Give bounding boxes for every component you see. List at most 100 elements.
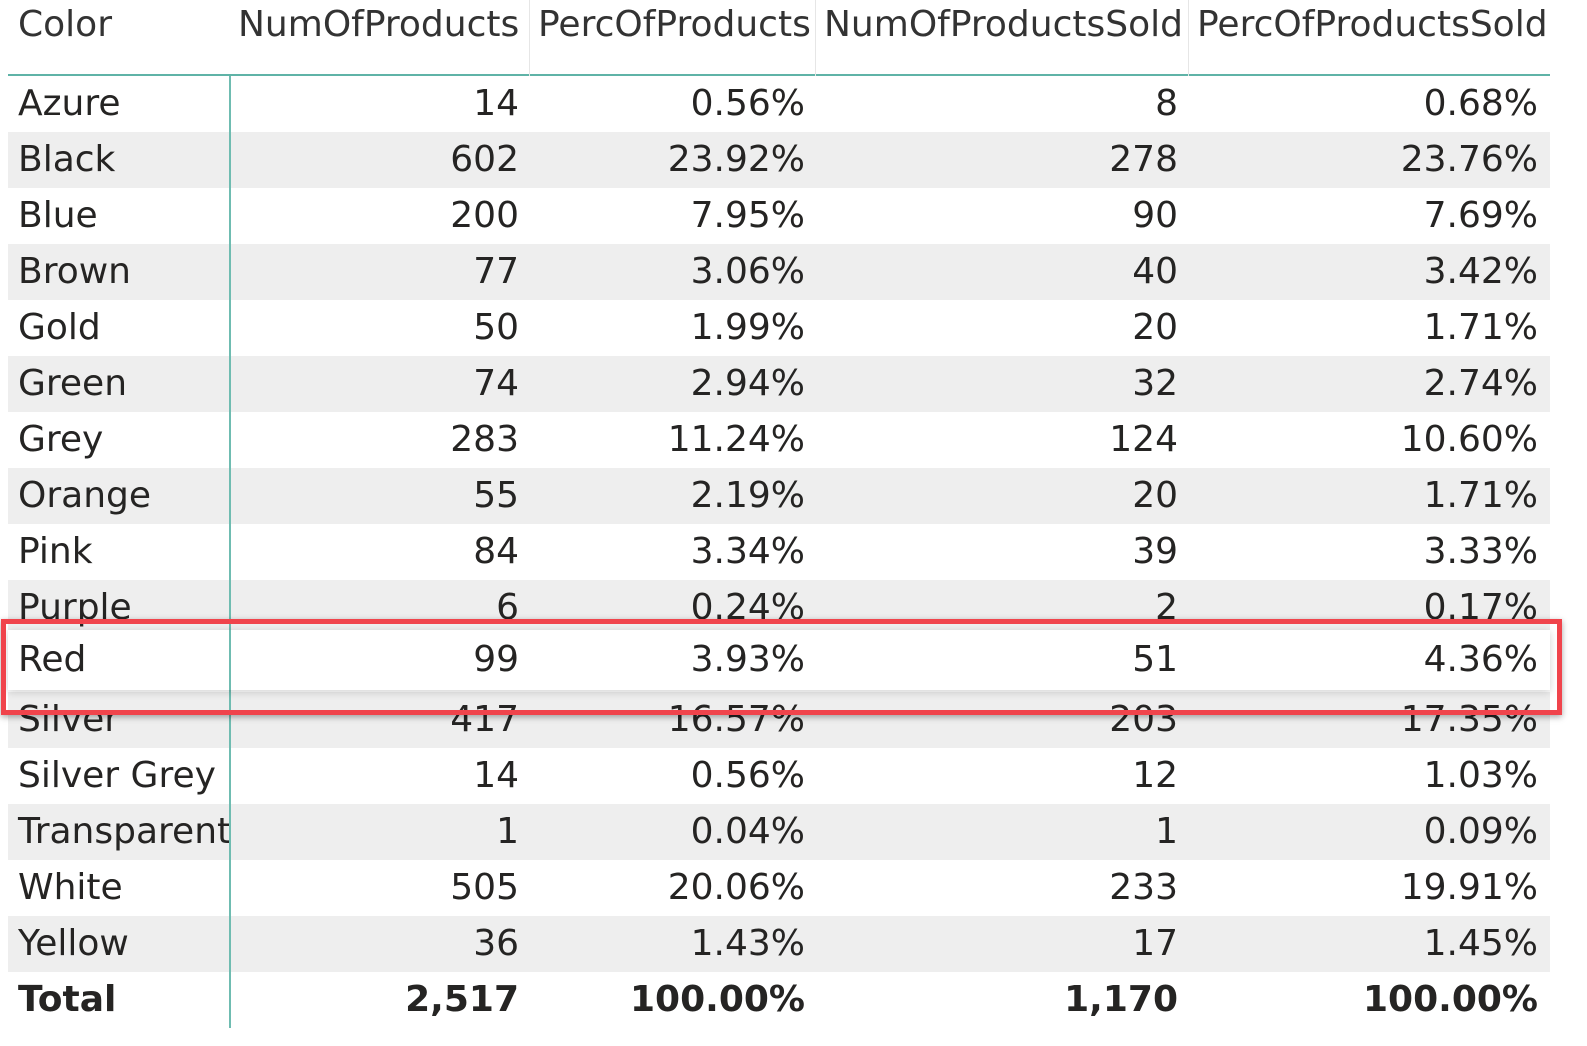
perc-of-products-sold-cell: 3.42% <box>1423 251 1538 292</box>
total-num-of-products: 2,517 <box>405 979 519 1020</box>
perc-of-products-sold-cell: 0.17% <box>1423 587 1538 628</box>
perc-of-products-cell: 3.06% <box>690 251 805 292</box>
num-of-products-sold-cell: 278 <box>1109 139 1178 180</box>
num-of-products-sold-cell: 233 <box>1109 867 1178 908</box>
table-row[interactable]: Purple 6 0.24% 2 0.17% <box>8 580 1550 636</box>
total-row: Total 2,517 100.00% 1,170 100.00% <box>8 972 1550 1028</box>
num-of-products-cell: 14 <box>473 755 519 796</box>
table-row[interactable]: Green 74 2.94% 32 2.74% <box>8 356 1550 412</box>
table-row[interactable]: Yellow 36 1.43% 17 1.45% <box>8 916 1550 972</box>
num-of-products-cell: 505 <box>450 867 519 908</box>
color-cell: Transparent <box>18 811 232 852</box>
num-of-products-cell: 200 <box>450 195 519 236</box>
column-header-num-of-products[interactable]: NumOfProducts <box>238 4 520 45</box>
num-of-products-sold-cell: 32 <box>1132 363 1178 404</box>
perc-of-products-cell: 16.57% <box>667 699 805 740</box>
perc-of-products-cell: 1.99% <box>690 307 805 348</box>
num-of-products-sold-cell: 203 <box>1109 699 1178 740</box>
color-cell: Pink <box>18 531 93 572</box>
color-cell: Red <box>18 639 87 680</box>
highlighted-row-red[interactable]: Red 99 3.93% 51 4.36% <box>8 630 1550 690</box>
perc-of-products-sold-cell: 1.45% <box>1423 923 1538 964</box>
num-of-products-cell: 74 <box>473 363 519 404</box>
color-cell: Silver Grey <box>18 755 216 796</box>
num-of-products-sold-cell: 2 <box>1155 587 1178 628</box>
num-of-products-cell: 36 <box>473 923 519 964</box>
perc-of-products-cell: 0.04% <box>690 811 805 852</box>
color-cell: Silver <box>18 699 120 740</box>
column-header-num-of-products-sold[interactable]: NumOfProductsSold <box>824 4 1183 45</box>
total-num-of-products-sold: 1,170 <box>1064 979 1178 1020</box>
table-row[interactable]: Blue 200 7.95% 90 7.69% <box>8 188 1550 244</box>
perc-of-products-cell: 2.19% <box>690 475 805 516</box>
perc-of-products-sold-cell: 0.68% <box>1423 83 1538 124</box>
perc-of-products-sold-cell: 1.71% <box>1423 307 1538 348</box>
perc-of-products-sold-cell: 23.76% <box>1400 139 1538 180</box>
column-header-perc-of-products[interactable]: PercOfProducts <box>538 4 811 45</box>
color-cell: Brown <box>18 251 131 292</box>
perc-of-products-cell: 0.24% <box>690 587 805 628</box>
color-cell: Purple <box>18 587 132 628</box>
num-of-products-sold-cell: 20 <box>1132 307 1178 348</box>
table-row[interactable]: Pink 84 3.34% 39 3.33% <box>8 524 1550 580</box>
perc-of-products-cell: 3.34% <box>690 531 805 572</box>
perc-of-products-sold-cell: 2.74% <box>1423 363 1538 404</box>
num-of-products-cell: 99 <box>473 639 519 680</box>
table-row[interactable]: Black 602 23.92% 278 23.76% <box>8 132 1550 188</box>
num-of-products-sold-cell: 39 <box>1132 531 1178 572</box>
num-of-products-cell: 50 <box>473 307 519 348</box>
perc-of-products-sold-cell: 7.69% <box>1423 195 1538 236</box>
perc-of-products-sold-cell: 19.91% <box>1400 867 1538 908</box>
data-table: Color NumOfProducts PercOfProducts NumOf… <box>8 0 1550 1028</box>
num-of-products-cell: 55 <box>473 475 519 516</box>
column-header-color[interactable]: Color <box>18 4 112 45</box>
num-of-products-sold-cell: 1 <box>1155 811 1178 852</box>
table-body: Azure 14 0.56% 8 0.68% Black 602 23.92% … <box>8 76 1550 1028</box>
total-perc-of-products: 100.00% <box>630 979 805 1020</box>
color-cell: Blue <box>18 195 98 236</box>
table-row[interactable]: White 505 20.06% 233 19.91% <box>8 860 1550 916</box>
table-row[interactable]: Grey 283 11.24% 124 10.60% <box>8 412 1550 468</box>
perc-of-products-sold-cell: 17.35% <box>1400 699 1538 740</box>
table-row[interactable]: Silver Grey 14 0.56% 12 1.03% <box>8 748 1550 804</box>
color-cell: Azure <box>18 83 121 124</box>
num-of-products-cell: 84 <box>473 531 519 572</box>
num-of-products-sold-cell: 12 <box>1132 755 1178 796</box>
num-of-products-sold-cell: 51 <box>1132 639 1178 680</box>
table-row[interactable]: Brown 77 3.06% 40 3.42% <box>8 244 1550 300</box>
perc-of-products-cell: 20.06% <box>667 867 805 908</box>
num-of-products-cell: 6 <box>496 587 519 628</box>
num-of-products-cell: 283 <box>450 419 519 460</box>
color-cell: Yellow <box>18 923 129 964</box>
num-of-products-cell: 417 <box>450 699 519 740</box>
column-header-perc-of-products-sold[interactable]: PercOfProductsSold <box>1197 4 1548 45</box>
table-row[interactable]: Transparent 1 0.04% 1 0.09% <box>8 804 1550 860</box>
num-of-products-sold-cell: 17 <box>1132 923 1178 964</box>
table-row[interactable]: Gold 50 1.99% 20 1.71% <box>8 300 1550 356</box>
row-header-divider <box>229 76 231 1028</box>
num-of-products-cell: 602 <box>450 139 519 180</box>
num-of-products-sold-cell: 40 <box>1132 251 1178 292</box>
perc-of-products-sold-cell: 0.09% <box>1423 811 1538 852</box>
perc-of-products-sold-cell: 4.36% <box>1423 639 1538 680</box>
header-divider <box>529 0 530 76</box>
perc-of-products-cell: 3.93% <box>690 639 805 680</box>
num-of-products-sold-cell: 90 <box>1132 195 1178 236</box>
color-cell: Gold <box>18 307 101 348</box>
color-cell: Green <box>18 363 128 404</box>
color-cell: Grey <box>18 419 104 460</box>
perc-of-products-sold-cell: 1.71% <box>1423 475 1538 516</box>
row-header-divider <box>229 630 231 690</box>
perc-of-products-sold-cell: 10.60% <box>1400 419 1538 460</box>
table-row[interactable]: Silver 417 16.57% 203 17.35% <box>8 692 1550 748</box>
perc-of-products-sold-cell: 3.33% <box>1423 531 1538 572</box>
table-row[interactable]: Orange 55 2.19% 20 1.71% <box>8 468 1550 524</box>
perc-of-products-cell: 2.94% <box>690 363 805 404</box>
perc-of-products-cell: 7.95% <box>690 195 805 236</box>
table-row[interactable]: Azure 14 0.56% 8 0.68% <box>8 76 1550 132</box>
perc-of-products-cell: 1.43% <box>690 923 805 964</box>
num-of-products-cell: 14 <box>473 83 519 124</box>
table-header: Color NumOfProducts PercOfProducts NumOf… <box>8 0 1550 76</box>
total-label: Total <box>18 979 117 1020</box>
total-perc-of-products-sold: 100.00% <box>1363 979 1538 1020</box>
